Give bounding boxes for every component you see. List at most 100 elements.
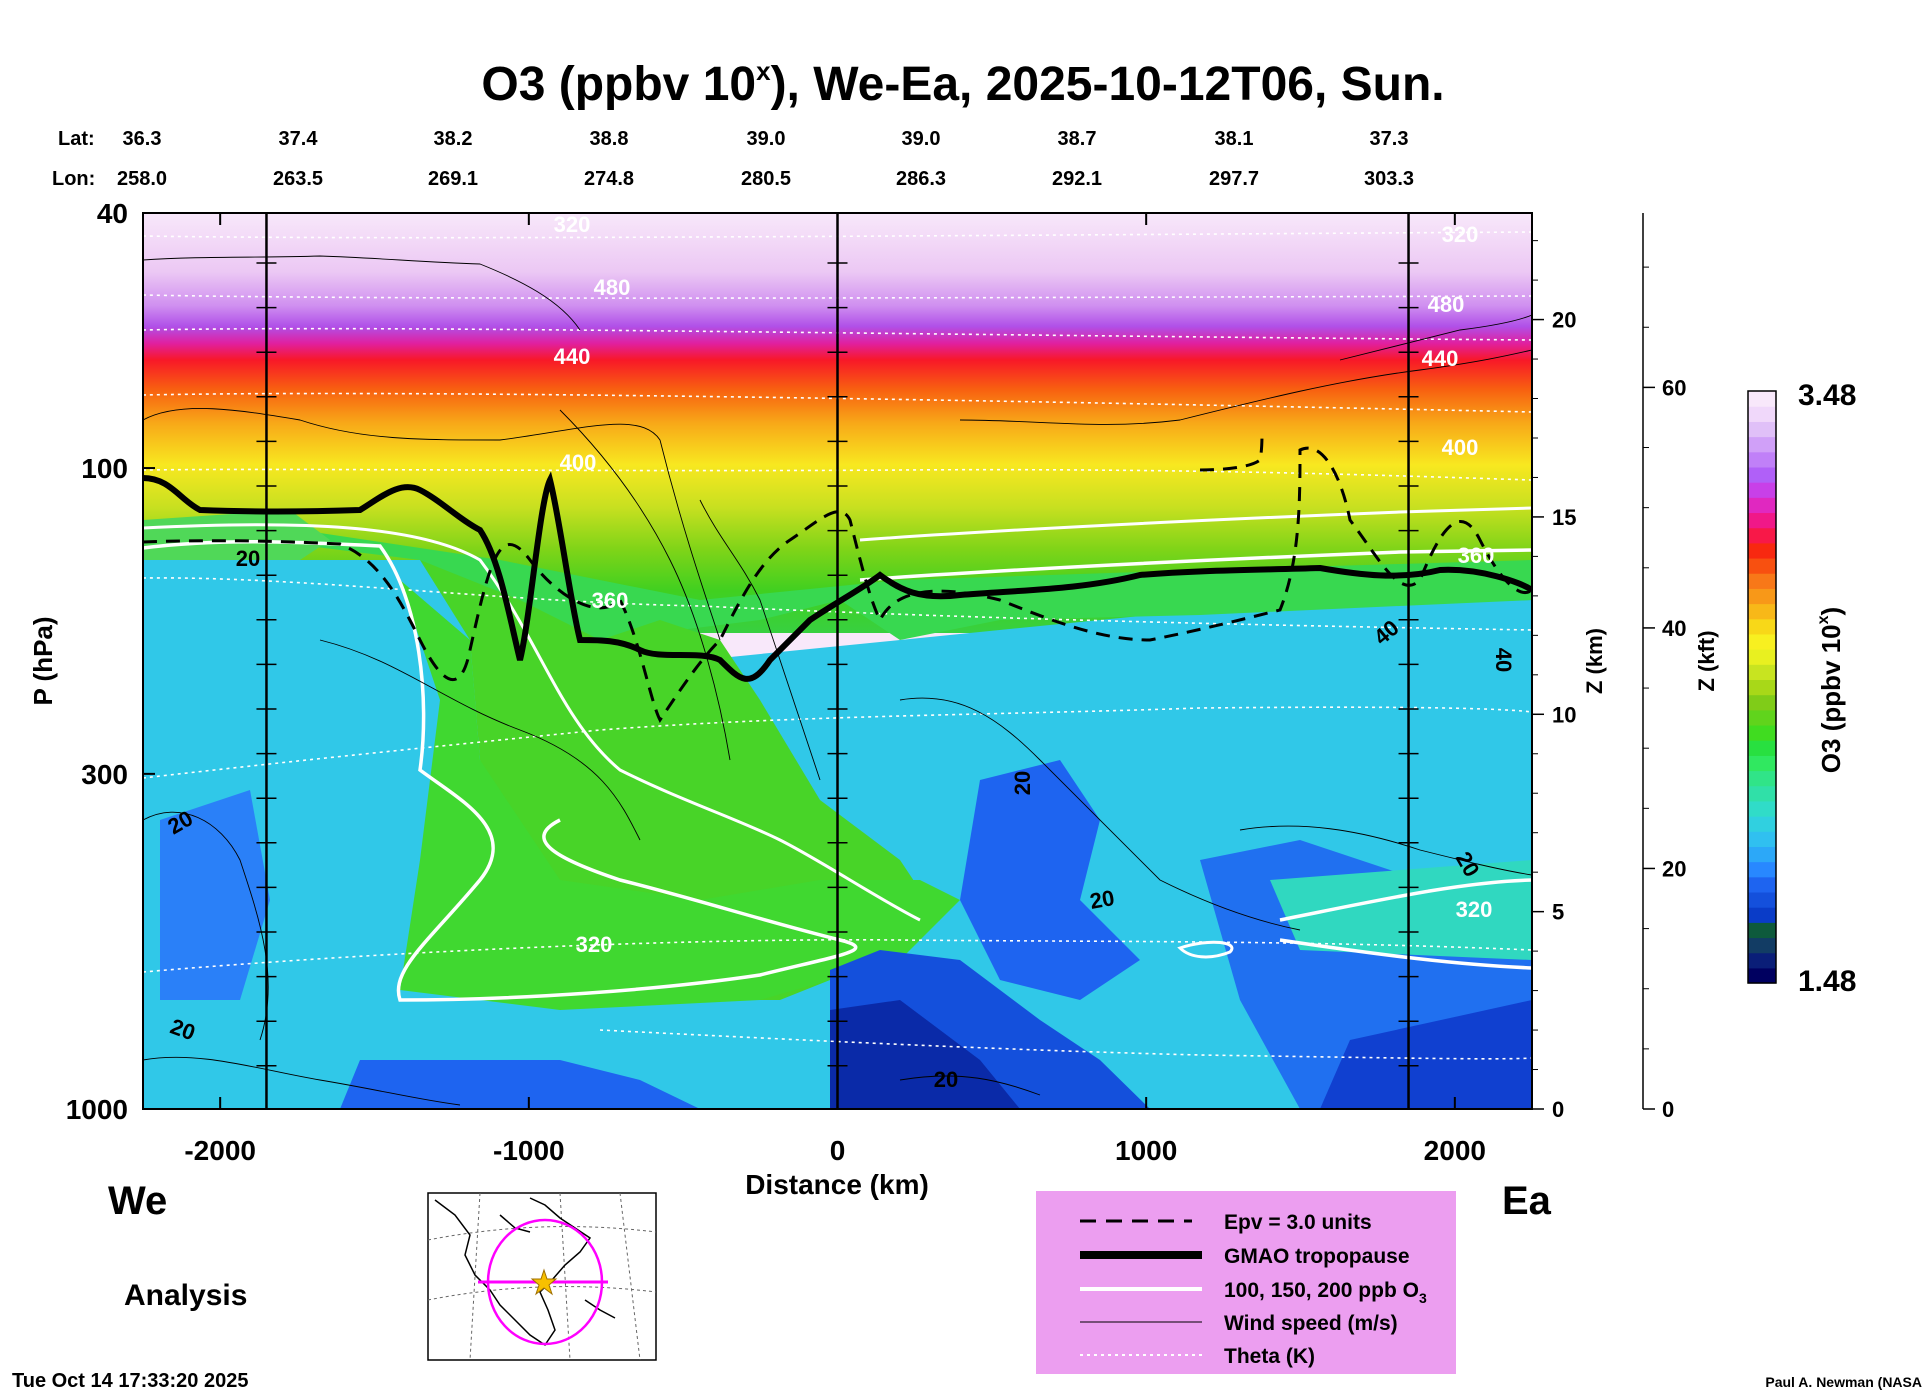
wind-speed-label: 20: [236, 546, 260, 571]
locator-star-icon: [530, 1268, 558, 1296]
colorbar-label-main: O3 (ppbv 10: [1816, 624, 1846, 773]
tropopause-line: [143, 471, 1532, 682]
colorbar-step: [1748, 831, 1776, 847]
lon-value: 297.7: [1209, 168, 1259, 190]
theta-contour: [143, 468, 1532, 481]
low-ozone-region: [340, 1060, 700, 1109]
wind-speed-contour: [143, 1056, 461, 1106]
tropospheric-ozone-intrusion: [400, 580, 960, 1010]
lon-value: 280.5: [741, 168, 791, 190]
ozone-contour: [859, 548, 1532, 582]
colorbar-step: [1748, 482, 1776, 498]
legend-ozone-subscript: 3: [1419, 1290, 1427, 1306]
x-tick-label: 2000: [1424, 1135, 1486, 1166]
epv-contour: [1199, 429, 1264, 472]
colorbar-step: [1748, 497, 1776, 514]
z-kft-tick-label: 0: [1662, 1097, 1674, 1122]
colorbar-step: [1748, 876, 1776, 893]
theta-contour: [143, 294, 1532, 299]
theta-label: 480: [594, 275, 631, 300]
colorbar-step: [1748, 679, 1776, 696]
colorbar-step: [1748, 603, 1776, 620]
wind-speed-contour: [143, 408, 721, 641]
colorbar-step: [1748, 557, 1776, 574]
ozone-contour: [1177, 940, 1234, 959]
wind-speed-label: 40: [1491, 648, 1516, 672]
wind-speed-contour: [699, 499, 821, 781]
ozone-contour: [1279, 878, 1532, 970]
theta-label: 320: [554, 212, 591, 237]
colorbar-step: [1748, 512, 1776, 529]
theta-label: 320: [1456, 897, 1493, 922]
colorbar-step: [1748, 846, 1776, 863]
z-km-tick-label: 10: [1552, 702, 1576, 727]
low-ozone-region: [830, 1000, 1020, 1109]
lon-value: 303.3: [1364, 168, 1414, 190]
y-tick-label: 1000: [66, 1094, 128, 1125]
legend-tropopause-label: GMAO tropopause: [1224, 1245, 1410, 1268]
wind-speed-contour: [143, 255, 581, 331]
lat-header-label: Lat:: [58, 128, 95, 150]
z-km-tick-label: 5: [1552, 900, 1564, 925]
lon-value: 263.5: [273, 168, 323, 190]
analysis-label: Analysis: [124, 1279, 247, 1312]
lat-value: 39.0: [747, 128, 786, 150]
lat-value: 38.8: [590, 128, 629, 150]
theta-label: 400: [560, 450, 597, 475]
colorbar-step: [1748, 861, 1776, 878]
colorbar-step: [1748, 694, 1776, 711]
wind-speed-contour: [1339, 314, 1532, 361]
colorbar: 3.48 1.48 O3 (ppbv 10x): [1747, 379, 1856, 998]
colorbar-step: [1748, 800, 1776, 817]
x-axis-label: Distance (km): [745, 1169, 929, 1200]
colorbar-frame: [1747, 390, 1777, 984]
colorbar-step: [1748, 527, 1776, 544]
credit: Paul A. Newman (NASA: [1765, 1374, 1922, 1390]
wind-speed-contour: [559, 409, 731, 761]
lon-value: 292.1: [1052, 168, 1102, 190]
locator-graticule-lat: [427, 1226, 657, 1301]
lon-header-label: Lon:: [52, 168, 95, 190]
theta-label: 440: [554, 344, 591, 369]
wind-speed-contour: [959, 349, 1532, 425]
lon-value: 274.8: [584, 168, 634, 190]
legend-wind-label: Wind speed (m/s): [1224, 1312, 1398, 1335]
legend-epv-label: Epv = 3.0 units: [1224, 1211, 1372, 1234]
theta-contour: [143, 392, 1532, 413]
theta-contour: [143, 231, 1532, 239]
legend-ozone-label-text: 100, 150, 200 ppb O: [1224, 1279, 1419, 1302]
z-kft-tick-label: 20: [1662, 856, 1686, 881]
ozone-contour: [859, 506, 1532, 542]
lon-value: 258.0: [117, 168, 167, 190]
theta-label: 480: [1428, 292, 1465, 317]
colorbar-step: [1748, 740, 1776, 756]
theta-label: 320: [1442, 222, 1479, 247]
y-tick-label: 40: [97, 198, 128, 229]
colorbar-step: [1748, 588, 1776, 605]
lat-value: 38.1: [1215, 128, 1254, 150]
theta-label: 360: [592, 588, 629, 613]
colorbar-max-label: 3.48: [1798, 379, 1856, 412]
wind-speed-label: 20: [934, 1067, 958, 1092]
theta-contour: [143, 938, 1532, 973]
theta-contour: [599, 1029, 1532, 1060]
colorbar-step: [1748, 573, 1776, 589]
wind-speed-contour: [899, 1075, 1041, 1096]
colorbar-step: [1748, 891, 1776, 908]
chart-title: O3 (ppbv 10x), We-Ea, 2025-10-12T06, Sun…: [481, 56, 1444, 111]
x-tick-label: 1000: [1115, 1135, 1177, 1166]
z-km-tick-label: 0: [1552, 1097, 1564, 1122]
low-ozone-region: [160, 790, 270, 1000]
colorbar-step: [1748, 755, 1776, 772]
legend: Epv = 3.0 units GMAO tropopause 100, 150…: [1036, 1191, 1456, 1374]
legend-ozone-label: 100, 150, 200 ppb O3: [1224, 1279, 1427, 1306]
colorbar-step: [1748, 436, 1776, 453]
z-km-tick-label: 15: [1552, 505, 1576, 530]
colorbar-step: [1748, 406, 1776, 422]
east-label: Ea: [1502, 1179, 1552, 1223]
z-km-tick-label: 20: [1552, 308, 1576, 333]
lat-value: 38.7: [1058, 128, 1097, 150]
theta-label: 360: [1458, 543, 1495, 568]
tropopause-transition-region: [143, 530, 1532, 640]
